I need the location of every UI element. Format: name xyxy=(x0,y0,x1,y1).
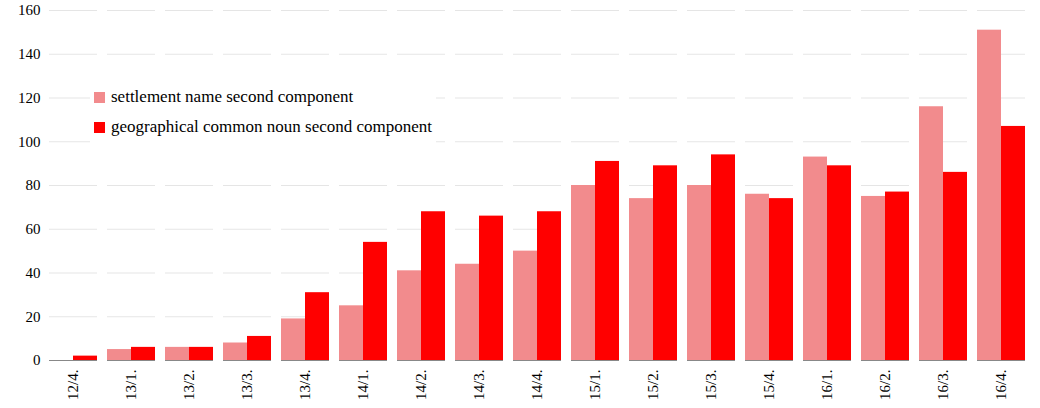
svg-text:160: 160 xyxy=(18,2,41,18)
html-text:settlement name second compone: settlement name second component xyxy=(111,87,354,106)
svg-text:13/1.: 13/1. xyxy=(123,370,139,400)
svg-text:60: 60 xyxy=(26,221,41,237)
svg-text:14/4.: 14/4. xyxy=(529,370,545,400)
svg-text:80: 80 xyxy=(26,177,41,193)
svg-text:100: 100 xyxy=(18,134,41,150)
svg-text:13/3.: 13/3. xyxy=(239,370,255,400)
svg-text:15/3.: 15/3. xyxy=(703,370,719,400)
svg-text:120: 120 xyxy=(18,90,41,106)
svg-text:15/1.: 15/1. xyxy=(587,370,603,400)
svg-text:14/3.: 14/3. xyxy=(471,370,487,400)
svg-text:40: 40 xyxy=(26,265,41,281)
svg-text:140: 140 xyxy=(18,46,41,62)
svg-text:16/1.: 16/1. xyxy=(819,370,835,400)
svg-text:15/2.: 15/2. xyxy=(645,370,661,400)
svg-text:16/2.: 16/2. xyxy=(877,370,893,400)
html-text:geographical common noun secon: geographical common noun second componen… xyxy=(111,117,432,136)
svg-text:12/4.: 12/4. xyxy=(65,370,81,400)
svg-text:15/4.: 15/4. xyxy=(761,370,777,400)
svg-text:14/2.: 14/2. xyxy=(413,370,429,400)
svg-text:14/1.: 14/1. xyxy=(355,370,371,400)
svg-text:0: 0 xyxy=(33,352,41,368)
svg-text:13/2.: 13/2. xyxy=(181,370,197,400)
svg-text:13/4.: 13/4. xyxy=(297,370,313,400)
svg-text:20: 20 xyxy=(26,309,41,325)
svg-text:16/4.: 16/4. xyxy=(993,370,1009,400)
svg-text:16/3.: 16/3. xyxy=(935,370,951,400)
